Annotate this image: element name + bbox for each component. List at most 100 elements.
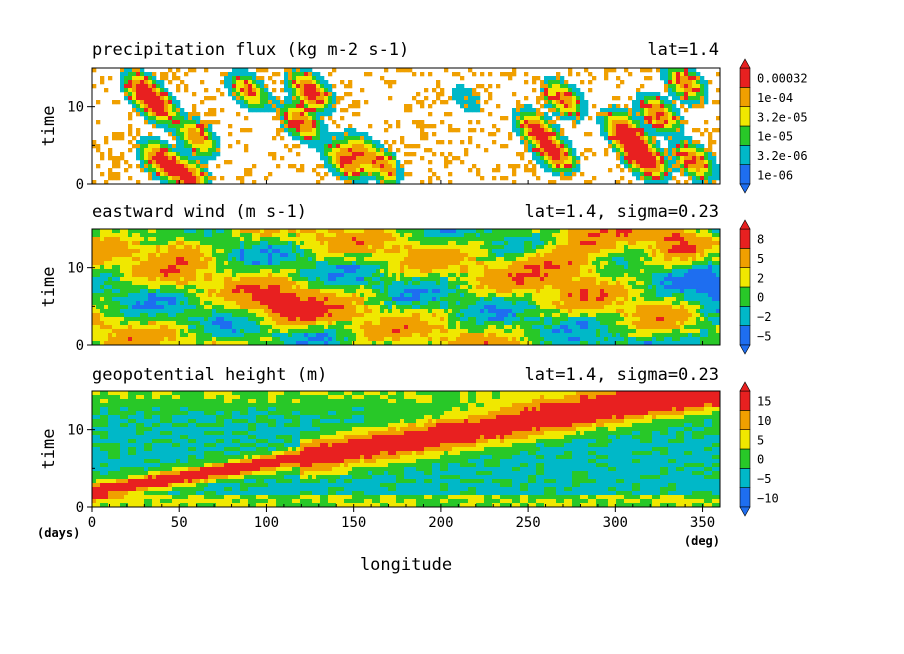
heatmap-cell	[540, 80, 545, 85]
heatmap-cell	[432, 293, 437, 298]
heatmap-cell	[444, 68, 449, 73]
heatmap-cell	[224, 84, 229, 89]
heatmap-cell	[432, 333, 437, 338]
heatmap-cell	[396, 325, 401, 330]
heatmap-cell	[176, 329, 181, 334]
heatmap-cell	[172, 281, 177, 286]
heatmap-cell	[200, 164, 205, 169]
heatmap-cell	[436, 313, 441, 318]
heatmap-cell	[624, 152, 629, 157]
heatmap-cell	[580, 112, 585, 117]
heatmap-cell	[112, 321, 117, 326]
heatmap-cell	[292, 237, 297, 242]
heatmap-cell	[244, 253, 249, 258]
heatmap-cell	[208, 293, 213, 298]
heatmap-cell	[204, 337, 209, 342]
heatmap-cell	[472, 92, 477, 97]
heatmap-cell	[204, 265, 209, 270]
heatmap-cell	[296, 293, 301, 298]
heatmap-cell	[576, 92, 581, 97]
heatmap-cell	[432, 269, 437, 274]
heatmap-cell	[396, 68, 401, 73]
heatmap-cell	[700, 76, 705, 81]
heatmap-cell	[596, 116, 601, 121]
heatmap-cell	[164, 144, 169, 149]
heatmap-cell	[500, 72, 505, 77]
heatmap-cell	[636, 148, 641, 153]
heatmap-cell	[184, 277, 189, 282]
heatmap-cell	[280, 269, 285, 274]
heatmap-cell	[168, 297, 173, 302]
heatmap-cell	[400, 321, 405, 326]
heatmap-cell	[340, 269, 345, 274]
heatmap-cell	[260, 96, 265, 101]
heatmap-cell	[696, 100, 701, 105]
heatmap-cell	[172, 257, 177, 262]
heatmap-cell	[464, 152, 469, 157]
heatmap-cell	[144, 148, 149, 153]
heatmap-cell	[188, 124, 193, 129]
heatmap-cell	[204, 241, 209, 246]
heatmap-cell	[340, 245, 345, 250]
y-axis-label: time	[39, 106, 59, 147]
heatmap-cell	[96, 237, 101, 242]
heatmap-cell	[456, 233, 461, 238]
heatmap-cell	[200, 301, 205, 306]
heatmap-cell	[456, 317, 461, 322]
heatmap-cell	[292, 341, 297, 346]
heatmap-cell	[92, 241, 97, 246]
heatmap-cell	[424, 249, 429, 254]
heatmap-cell	[408, 229, 413, 234]
heatmap-cell	[184, 128, 189, 133]
heatmap-cell	[428, 281, 433, 286]
heatmap-cell	[156, 269, 161, 274]
heatmap-cell	[628, 108, 633, 113]
heatmap-cell	[664, 104, 669, 109]
heatmap-cell	[268, 285, 273, 290]
heatmap-cell	[684, 140, 689, 145]
heatmap-cell	[404, 241, 409, 246]
heatmap-cell	[452, 128, 457, 133]
heatmap-cell	[444, 297, 449, 302]
heatmap-cell	[324, 305, 329, 310]
heatmap-cell	[280, 136, 285, 141]
heatmap-cell	[124, 168, 129, 173]
heatmap-cell	[276, 333, 281, 338]
heatmap-cell	[292, 305, 297, 310]
heatmap-cell	[320, 337, 325, 342]
heatmap-cell	[204, 172, 209, 177]
heatmap-cell	[296, 269, 301, 274]
heatmap-cell	[216, 317, 221, 322]
heatmap-cell	[196, 136, 201, 141]
heatmap-cell	[312, 245, 317, 250]
heatmap-cell	[512, 112, 517, 117]
heatmap-cell	[220, 309, 225, 314]
heatmap-cell	[444, 269, 449, 274]
heatmap-cell	[380, 317, 385, 322]
heatmap-cell	[280, 80, 285, 85]
heatmap-cell	[652, 156, 657, 161]
heatmap-cell	[140, 277, 145, 282]
heatmap-cell	[692, 80, 697, 85]
heatmap-cell	[456, 277, 461, 282]
heatmap-cell	[712, 168, 717, 173]
heatmap-cell	[572, 104, 577, 109]
heatmap-cell	[112, 132, 117, 137]
heatmap-cell	[288, 124, 293, 129]
heatmap-cell	[624, 112, 629, 117]
heatmap-cell	[644, 172, 649, 177]
heatmap-cell	[184, 325, 189, 330]
heatmap-cell	[360, 333, 365, 338]
heatmap-cell	[580, 172, 585, 177]
heatmap-cell	[180, 124, 185, 129]
heatmap-cell	[668, 92, 673, 97]
heatmap-cell	[276, 305, 281, 310]
heatmap-cell	[324, 261, 329, 266]
heatmap-cell	[404, 245, 409, 250]
heatmap-cell	[188, 333, 193, 338]
heatmap-cell	[92, 140, 97, 145]
heatmap-cell	[236, 88, 241, 93]
heatmap-cell	[660, 180, 665, 185]
heatmap-cell	[384, 68, 389, 73]
heatmap-cell	[576, 120, 581, 125]
